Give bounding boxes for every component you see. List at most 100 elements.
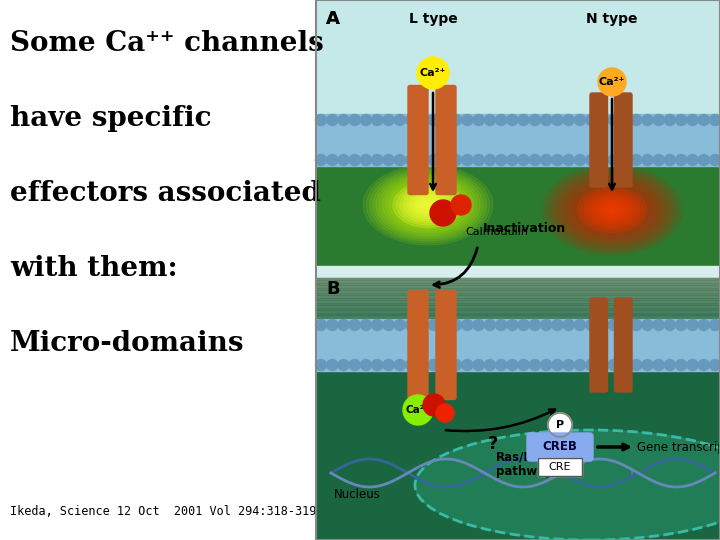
Circle shape (585, 114, 597, 125)
Circle shape (552, 320, 563, 330)
Ellipse shape (554, 173, 670, 247)
Text: Ca²⁺: Ca²⁺ (420, 68, 446, 78)
Ellipse shape (421, 200, 435, 210)
Text: Ca²⁺: Ca²⁺ (599, 77, 625, 87)
Circle shape (405, 154, 417, 165)
Bar (316, 335, 720, 338)
Ellipse shape (415, 430, 720, 540)
Ellipse shape (571, 184, 653, 237)
Circle shape (709, 114, 720, 125)
Bar (316, 320, 720, 322)
Text: Ikeda, Science 12 Oct  2001 Vol 294:318-319: Ikeda, Science 12 Oct 2001 Vol 294:318-3… (10, 505, 316, 518)
Circle shape (372, 114, 383, 125)
Circle shape (653, 320, 665, 330)
Circle shape (473, 320, 484, 330)
Circle shape (372, 320, 383, 330)
Ellipse shape (369, 169, 487, 241)
Circle shape (372, 154, 383, 165)
Circle shape (417, 114, 428, 125)
Circle shape (430, 200, 456, 226)
Ellipse shape (366, 167, 490, 243)
Ellipse shape (402, 189, 454, 221)
Circle shape (428, 360, 439, 370)
Bar (316, 131, 720, 133)
Ellipse shape (363, 165, 493, 245)
Circle shape (327, 114, 338, 125)
Ellipse shape (601, 203, 623, 217)
Bar (316, 295, 720, 298)
Ellipse shape (545, 167, 679, 253)
Bar (316, 141, 720, 143)
Text: have specific: have specific (10, 105, 212, 132)
Circle shape (698, 360, 709, 370)
Circle shape (327, 360, 338, 370)
Circle shape (349, 154, 360, 165)
Circle shape (395, 154, 405, 165)
Circle shape (436, 404, 454, 422)
Circle shape (665, 320, 675, 330)
Circle shape (361, 360, 372, 370)
Circle shape (541, 114, 552, 125)
Circle shape (575, 154, 585, 165)
Circle shape (428, 320, 439, 330)
Ellipse shape (373, 171, 483, 239)
Bar (316, 310, 720, 313)
Circle shape (631, 114, 642, 125)
Circle shape (698, 320, 709, 330)
Circle shape (653, 114, 665, 125)
Circle shape (676, 360, 687, 370)
Ellipse shape (584, 192, 640, 228)
Text: effectors associated: effectors associated (10, 180, 321, 207)
Bar (316, 278, 720, 280)
Circle shape (383, 360, 394, 370)
Circle shape (541, 360, 552, 370)
Ellipse shape (405, 191, 451, 219)
Circle shape (608, 360, 619, 370)
Ellipse shape (414, 196, 442, 214)
Bar (316, 161, 720, 163)
Circle shape (485, 320, 495, 330)
Bar (316, 114, 720, 166)
Text: Nucleus: Nucleus (334, 489, 381, 502)
Text: B: B (326, 280, 340, 298)
Ellipse shape (542, 165, 682, 255)
Ellipse shape (558, 175, 666, 245)
Ellipse shape (412, 195, 444, 215)
Circle shape (653, 360, 665, 370)
Bar (316, 163, 720, 165)
Circle shape (405, 320, 417, 330)
FancyBboxPatch shape (527, 433, 593, 461)
Text: A: A (326, 10, 340, 28)
Circle shape (495, 320, 507, 330)
Text: Ras/MAPK
pathway: Ras/MAPK pathway (496, 450, 563, 478)
Circle shape (518, 320, 529, 330)
Circle shape (349, 360, 360, 370)
Circle shape (665, 114, 675, 125)
Circle shape (709, 154, 720, 165)
Circle shape (687, 154, 698, 165)
Ellipse shape (567, 181, 657, 239)
Bar (316, 307, 720, 310)
Bar (538, 458, 582, 476)
Bar (316, 300, 720, 302)
Circle shape (575, 114, 585, 125)
Ellipse shape (595, 199, 629, 221)
Circle shape (529, 320, 541, 330)
Circle shape (563, 320, 574, 330)
Ellipse shape (425, 202, 431, 207)
Circle shape (608, 154, 619, 165)
Circle shape (676, 320, 687, 330)
Text: A: A (326, 10, 340, 28)
Ellipse shape (574, 185, 650, 234)
Circle shape (395, 114, 405, 125)
Circle shape (608, 114, 619, 125)
Circle shape (619, 154, 631, 165)
Ellipse shape (421, 201, 434, 209)
Bar (316, 325, 720, 327)
Circle shape (462, 360, 473, 370)
Circle shape (451, 360, 462, 370)
Ellipse shape (376, 173, 480, 237)
Text: L type: L type (409, 12, 457, 26)
Ellipse shape (397, 185, 459, 225)
Ellipse shape (598, 201, 626, 219)
